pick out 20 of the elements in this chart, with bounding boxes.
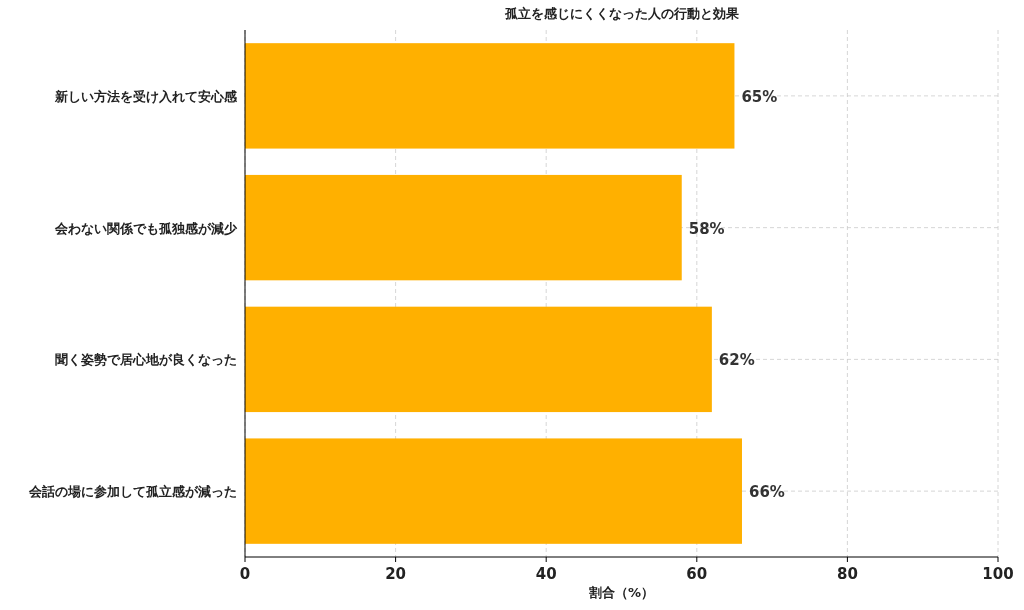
x-axis-title: 割合（%） [587, 585, 655, 600]
x-tick-label: 0 [239, 565, 251, 583]
bar [245, 438, 742, 544]
bar [245, 174, 682, 281]
x-tick-label: 60 [686, 565, 708, 583]
x-tick-label: 100 [982, 565, 1014, 583]
data-label: 62% [718, 351, 755, 370]
data-label: 65% [741, 87, 778, 106]
data-label: 58% [688, 219, 725, 238]
x-tick-label: 40 [535, 565, 557, 583]
y-tick-label: 聞く姿勢で居心地が良くなった [55, 352, 237, 368]
y-tick-label: 会わない関係でも孤独感が減少 [54, 220, 238, 236]
bar [245, 43, 735, 149]
data-label: 66% [748, 483, 785, 502]
x-tick-label: 20 [385, 565, 407, 583]
chart-title: 孤立を感じにくくなった人の行動と効果 [503, 6, 740, 21]
y-tick-label: 新しい方法を受け入れて安心感 [54, 88, 238, 104]
bar [245, 306, 712, 413]
y-tick-label: 会話の場に参加して孤立感が減った [28, 484, 237, 500]
x-tick-label: 80 [836, 565, 858, 583]
